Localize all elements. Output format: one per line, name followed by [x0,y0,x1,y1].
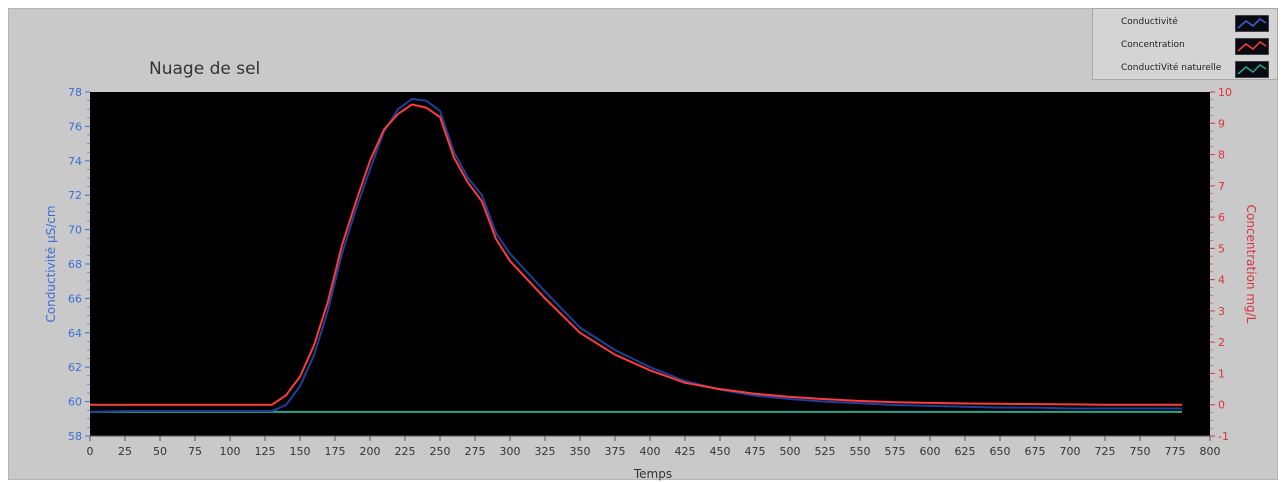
x-tick-label: 250 [430,445,451,458]
x-tick-label: 575 [885,445,906,458]
x-tick-label: 350 [570,445,591,458]
y-right-tick-label: 8 [1218,149,1225,162]
x-tick-label: 675 [1025,445,1046,458]
y-right-tick-label: 0 [1218,399,1225,412]
x-tick-label: 100 [220,445,241,458]
x-tick-label: 525 [815,445,836,458]
legend-item-concentration[interactable]: Concentration [1093,36,1279,58]
x-tick-label: 475 [745,445,766,458]
x-tick-label: 425 [675,445,696,458]
y-right-tick-label: 4 [1218,274,1225,287]
legend-label: ConductiVité naturelle [1121,63,1222,73]
y-left-tick-label: 66 [68,292,82,305]
y-left-tick-label: 76 [68,120,82,133]
x-axis-label: Temps [633,467,672,481]
x-tick-label: 325 [535,445,556,458]
series-line-conductivite [89,97,1182,413]
axis-labels: 0 25 50 75 100 125 150 175 200 225 250 275 300 325 350… [44,86,1258,481]
plot-series [89,97,1182,413]
legend-label: Conductivité [1121,17,1178,27]
y-right-tick-label: 9 [1218,117,1225,130]
y-right-tick-label: 6 [1218,211,1225,224]
legend-swatch-conductivite [1235,15,1269,32]
x-tick-label: 150 [290,445,311,458]
x-tick-label: 500 [780,445,801,458]
y-left-tick-label: 64 [68,327,82,340]
x-tick-label: 600 [920,445,941,458]
x-tick-label: 125 [255,445,276,458]
x-tick-label: 25 [118,445,132,458]
legend: Conductivité Concentration ConductiVité … [1092,8,1278,80]
x-tick-label: 550 [850,445,871,458]
x-tick-label: 200 [360,445,381,458]
y-left-tick-label: 74 [68,155,82,168]
y-right-tick-label: -1 [1218,430,1229,443]
y-left-tick-label: 68 [68,258,82,271]
plot-ticks [85,91,1215,441]
legend-swatch-concentration [1235,38,1269,55]
y-left-tick-label: 60 [68,396,82,409]
y-right-tick-label: 1 [1218,367,1225,380]
legend-swatch-conductivite-naturelle [1235,61,1269,78]
x-tick-label: 300 [500,445,521,458]
x-tick-label: 0 [87,445,94,458]
x-tick-label: 450 [710,445,731,458]
y-right-tick-label: 10 [1218,86,1232,99]
y-left-axis-label: Conductivité µS/cm [44,205,58,322]
series-line-concentration [90,103,1182,406]
y-right-tick-label: 5 [1218,242,1225,255]
y-left-tick-label: 70 [68,224,82,237]
legend-item-conductivite[interactable]: Conductivité [1093,13,1279,35]
x-tick-label: 400 [640,445,661,458]
x-tick-label: 725 [1095,445,1116,458]
x-tick-label: 625 [955,445,976,458]
plot-area [90,92,1210,436]
y-right-tick-label: 3 [1218,305,1225,318]
x-tick-label: 750 [1130,445,1151,458]
x-tick-label: 175 [325,445,346,458]
y-right-tick-label: 7 [1218,180,1225,193]
x-tick-label: 700 [1060,445,1081,458]
y-left-tick-label: 72 [68,189,82,202]
x-tick-label: 275 [465,445,486,458]
legend-item-conductivite-naturelle[interactable]: ConductiVité naturelle [1093,59,1279,81]
legend-label: Concentration [1121,40,1185,50]
y-right-tick-label: 2 [1218,336,1225,349]
y-left-tick-label: 78 [68,86,82,99]
x-tick-label: 650 [990,445,1011,458]
x-tick-label: 50 [153,445,167,458]
y-left-tick-label: 58 [68,430,82,443]
x-tick-label: 775 [1165,445,1186,458]
x-tick-label: 800 [1200,445,1221,458]
y-right-axis-label: Concentration mg/L [1244,205,1258,324]
chart-title: Nuage de sel [149,59,261,79]
x-tick-label: 225 [395,445,416,458]
y-left-tick-label: 62 [68,361,82,374]
x-tick-label: 375 [605,445,626,458]
x-tick-label: 75 [188,445,202,458]
